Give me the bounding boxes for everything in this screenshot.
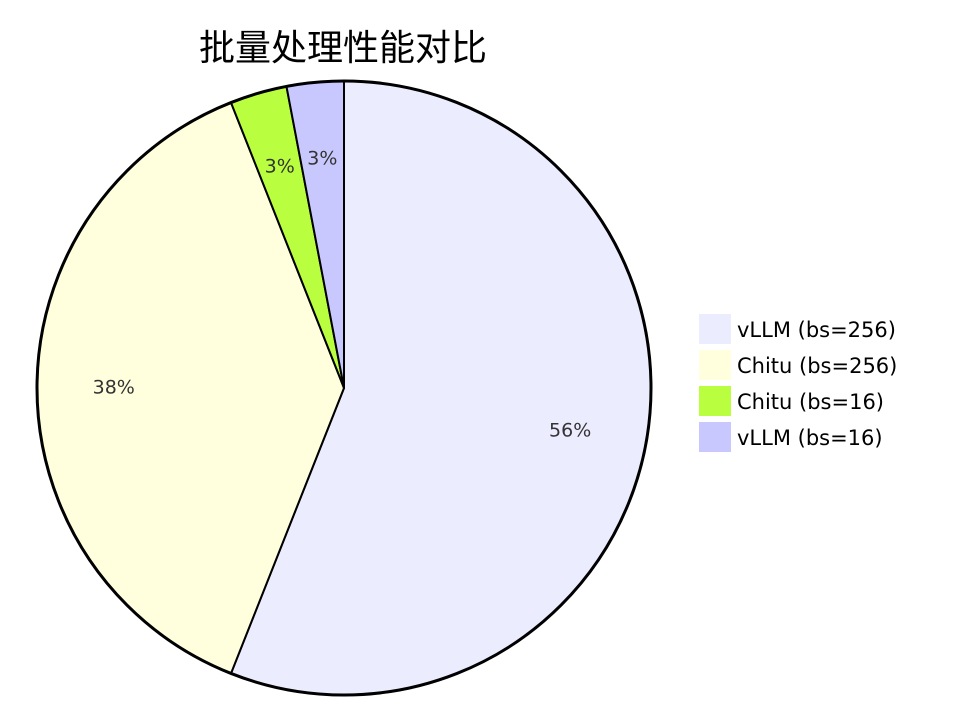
legend-swatch-chitu-bs-16: [699, 386, 731, 416]
pie-slices: [36, 79, 653, 696]
slice-percent-labels: 56% 38% 3% 3%: [93, 147, 592, 441]
legend-swatch-vllm-bs-256: [699, 314, 731, 344]
legend-swatch-chitu-bs-256: [699, 350, 731, 380]
slice-label-vllm-bs-16: 3%: [307, 147, 337, 169]
chart-title: 批量处理性能对比: [199, 28, 487, 69]
legend: vLLM (bs=256) Chitu (bs=256) Chitu (bs=16)…: [699, 314, 897, 452]
slice-label-chitu-bs-256: 38%: [93, 377, 135, 399]
legend-label-vllm-bs-256: vLLM (bs=256): [737, 318, 896, 342]
legend-label-chitu-bs-256: Chitu (bs=256): [737, 354, 897, 378]
slice-label-chitu-bs-16: 3%: [265, 155, 295, 177]
legend-swatch-vllm-bs-16: [699, 422, 731, 452]
legend-label-chitu-bs-16: Chitu (bs=16): [737, 390, 884, 414]
pie-outline: [35, 79, 653, 697]
slice-label-vllm-bs-256: 56%: [549, 420, 591, 442]
legend-label-vllm-bs-16: vLLM (bs=16): [737, 426, 883, 450]
